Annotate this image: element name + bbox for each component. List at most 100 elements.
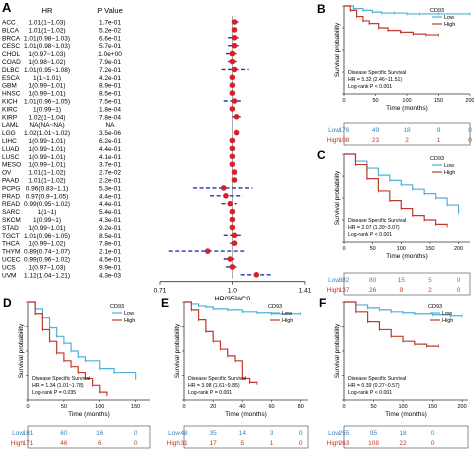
hr-point (229, 50, 236, 57)
risk-value: 0 (134, 430, 138, 437)
legend-label: High (124, 318, 135, 324)
risk-table-frame (343, 122, 471, 146)
risk-row-label: High (327, 440, 341, 447)
risk-value: 0 (431, 440, 435, 447)
hr-point (229, 208, 236, 215)
p-value-text: 6.6e-01 (99, 35, 121, 42)
legend-title: CD93 (430, 8, 444, 14)
hr-point (231, 66, 238, 73)
x-axis-label: HR(95%CI) (215, 297, 251, 300)
legend-label: High (442, 318, 453, 324)
legend-label: Low (444, 163, 454, 169)
risk-value: 80 (369, 277, 377, 284)
hr-ci-text: 0.99(0.95~1.02) (24, 201, 70, 208)
hr-ci-text: 0.89(0.74~1.07) (24, 249, 70, 256)
cancer-label: BLCA (2, 27, 20, 34)
hr-ci-text: 1.01(0.95~1.08) (24, 67, 70, 74)
annotation-line: HR = 1.34 (1.01~1.78) (32, 383, 84, 389)
hr-point (231, 169, 238, 175)
hr-ci-text: 1(0.97~1.03) (28, 51, 65, 58)
panel-letter: E (161, 296, 169, 310)
risk-row-label: High (327, 287, 341, 294)
p-value-text: 4.3e-03 (99, 272, 121, 279)
legend-title: CD93 (110, 304, 124, 310)
risk-row-label: Low (328, 430, 340, 437)
risk-value: 23 (372, 137, 380, 144)
hr-ci-text: 1(0.97~1.03) (28, 264, 65, 271)
hr-point (233, 129, 240, 136)
x-tick-label: 200 (465, 98, 474, 104)
risk-value: 2 (428, 287, 432, 294)
annotation-line: Disease Specific Survival (32, 376, 90, 382)
legend-label: Low (444, 15, 454, 21)
p-value-text: 5.2e-02 (99, 27, 121, 34)
risk-value: 15 (398, 277, 406, 284)
x-axis-label: Time (months) (386, 253, 428, 260)
risk-row-label: Low (12, 430, 24, 437)
cancer-label: CHOL (2, 51, 20, 58)
risk-table-frame (343, 425, 469, 449)
annotation-line: HR = 5.32 (2.46~11.51) (348, 77, 402, 83)
annotation-line: Disease Specific Survival (348, 376, 406, 382)
x-tick-label: 150 (434, 98, 443, 104)
x-tick-label: 0 (342, 404, 345, 410)
x-tick-label: 40 (239, 404, 245, 410)
cancer-label: LUAD (2, 146, 20, 153)
km-panel-e: E Survival probability 0 20 40 60 80 Time (mont… (161, 296, 309, 449)
risk-value: 14 (239, 430, 247, 437)
cancer-label: UCS (2, 264, 16, 271)
x-axis-label: Time (months) (225, 411, 267, 418)
risk-value: 22 (399, 440, 407, 447)
annotation-line: Log-rank P < 0.001 (348, 232, 392, 238)
panel-letter: D (3, 296, 12, 310)
panel-letter: A (2, 0, 12, 15)
legend-label: Low (442, 311, 452, 317)
y-axis-label: Survival probability (334, 323, 341, 378)
p-value-text: 4.1e-01 (99, 154, 121, 161)
hr-ci-text: NA(NA~NA) (29, 122, 64, 129)
hr-point (223, 193, 229, 199)
hr-ci-text: 1(0.98~1.02) (28, 59, 65, 66)
risk-value: 60 (60, 430, 68, 437)
hr-ci-text: 1.01(1~1.02) (28, 170, 65, 177)
risk-value: 17 (210, 440, 218, 447)
hr-ci-text: 1(0.99~1.01) (28, 83, 65, 90)
p-value-text: 7.2e-01 (99, 67, 121, 74)
cancer-label: MESO (2, 162, 21, 169)
p-value-text: 8.9e-01 (99, 83, 121, 90)
cancer-label: THYM (2, 249, 20, 256)
risk-value: 0 (457, 287, 461, 294)
km-curve-high (184, 301, 258, 384)
p-value-text: 3.7e-01 (99, 162, 121, 169)
x-tick-label: 20 (210, 404, 216, 410)
hr-point (229, 58, 236, 65)
hr-point (231, 177, 238, 183)
cancer-label: PAAD (2, 178, 20, 185)
km-curve-high (344, 153, 448, 227)
legend-title: CD93 (268, 304, 282, 310)
hr-ci-text: 1(0.99~1.01) (28, 91, 65, 98)
hr-point (220, 185, 227, 191)
cancer-label: LUSC (2, 154, 20, 161)
hr-point (231, 27, 238, 33)
risk-value: 95 (370, 430, 378, 437)
risk-value: 6 (98, 440, 102, 447)
p-value-text: 1.0e+00 (98, 51, 122, 58)
x-tick-label: 0 (342, 246, 345, 252)
hr-ci-text: 1(0.99~1.02) (28, 241, 65, 248)
risk-value: 3 (270, 430, 274, 437)
x-tick-label: 150 (131, 404, 140, 410)
x-tick-label: 100 (95, 404, 104, 410)
legend-label: Low (282, 311, 292, 317)
annotation-line: Log-rank P < 0.001 (348, 390, 392, 396)
km-curve-high (344, 5, 439, 36)
risk-value: 2 (405, 137, 409, 144)
hr-point (229, 224, 236, 231)
hr-point (229, 74, 236, 81)
hr-point (233, 114, 240, 120)
annotation-line: Disease Specific Survival (188, 376, 246, 382)
annotation-line: Log-rank P < 0.001 (348, 84, 392, 90)
hr-point (229, 264, 236, 270)
